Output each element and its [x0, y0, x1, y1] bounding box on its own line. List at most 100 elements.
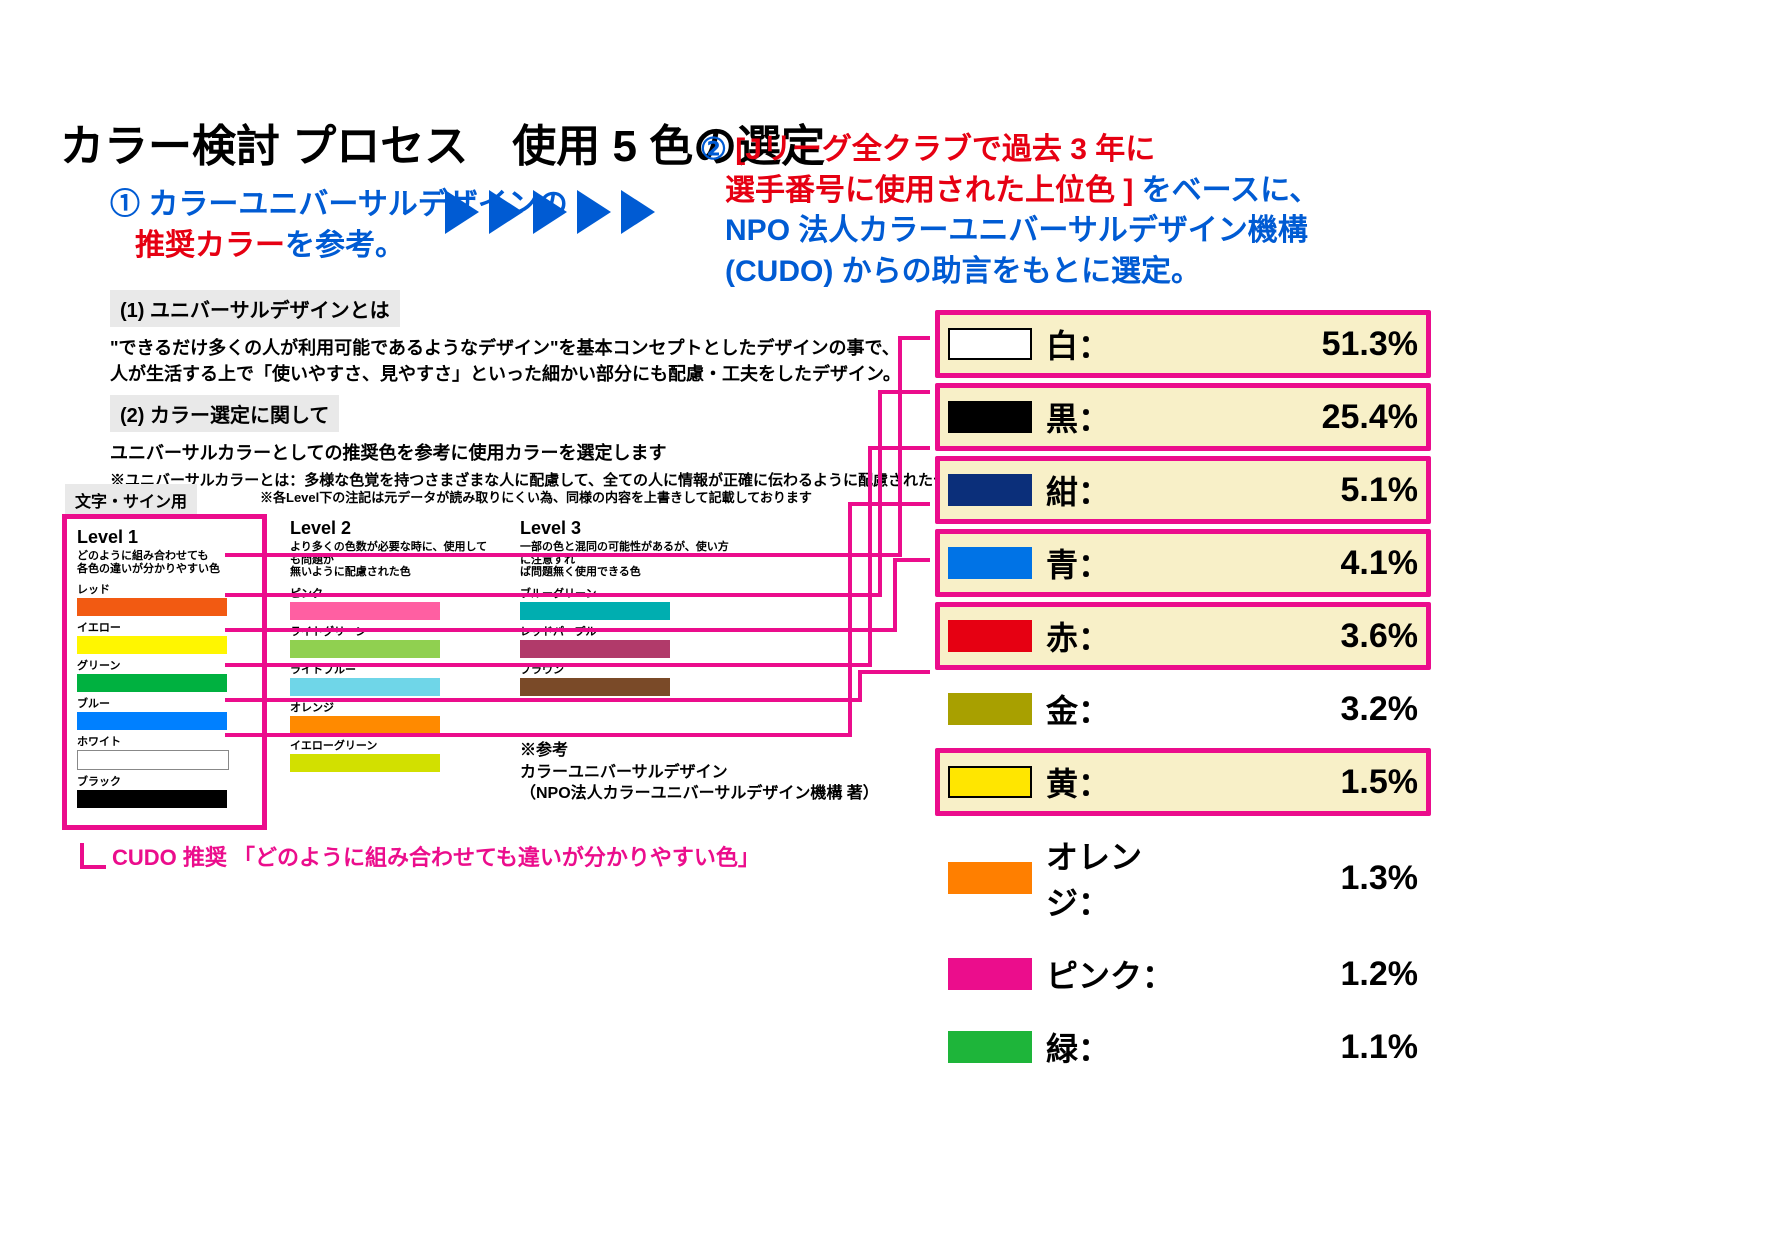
swatch-row: ホワイト	[77, 733, 252, 770]
swatch-chip	[290, 754, 440, 772]
rank-name: 緑：	[1046, 1024, 1196, 1070]
swatch-label: ホワイト	[77, 733, 252, 749]
step1-tail: を参考。	[285, 229, 405, 262]
ranking-list: 白：51.3%黒：25.4%紺：5.1%青：4.1%赤：3.6%金：3.2%黄：…	[935, 310, 1431, 1086]
swatch-label: オレンジ	[290, 699, 490, 715]
swatch-row: ピンク	[290, 585, 490, 620]
swatch-row: オレンジ	[290, 699, 490, 734]
swatch-chip	[290, 678, 440, 696]
level1-box: Level 1 どのように組み合わせても 各色の違いが分かりやすい色 レッドイエ…	[62, 514, 267, 830]
table-caption: 文字・サイン用	[65, 484, 197, 516]
swatch-label: グリーン	[77, 657, 252, 673]
sec1-body: "できるだけ多くの人が利用可能であるようなデザイン"を基本コンセプトとしたデザイ…	[110, 335, 901, 387]
step1-red: 推奨カラー	[135, 229, 285, 262]
rank-item: 赤： 3.6%	[935, 602, 1431, 670]
sec2-heading: (2) カラー選定に関して	[110, 395, 339, 432]
rank-pct: 51.3%	[1322, 325, 1418, 364]
arrow-up-icon	[80, 843, 106, 869]
rank-item: ピンク： 1.2%	[935, 940, 1431, 1008]
rank-pct: 25.4%	[1322, 398, 1418, 437]
rank-name: 黄：	[1046, 759, 1196, 805]
rank-pct: 1.5%	[1341, 763, 1419, 802]
rank-item: 金：3.2%	[935, 675, 1431, 743]
sec1-heading: (1) ユニバーサルデザインとは	[110, 290, 400, 327]
ref-l1: カラーユニバーサルデザイン	[520, 762, 879, 784]
step2-l2a: 選手番号に使用された上位色 ]	[725, 174, 1133, 207]
rank-item: オレンジ： 1.3%	[935, 821, 1431, 935]
rank-item: 青： 4.1%	[935, 529, 1431, 597]
swatch-label: ブルー	[77, 695, 252, 711]
swatch-chip	[77, 674, 227, 692]
level2-rows: ピンクライトグリーンライトブルーオレンジイエローグリーン	[290, 585, 490, 772]
rank-pct: 3.6%	[1341, 617, 1419, 656]
level1-rows: レッドイエローグリーンブルーホワイトブラック	[77, 581, 252, 808]
swatch-chip	[77, 790, 227, 808]
cudo-caption: CUDO 推奨 「どのように組み合わせても違いが分かりやすい色」	[112, 845, 760, 870]
rank-name: 青：	[1046, 540, 1196, 586]
level1-sub: どのように組み合わせても 各色の違いが分かりやすい色	[77, 550, 252, 575]
swatch-chip	[520, 678, 670, 696]
swatch-chip	[520, 640, 670, 658]
swatch-chip	[77, 636, 227, 654]
rank-pct: 4.1%	[1341, 544, 1419, 583]
swatch-row: ブラック	[77, 773, 252, 808]
rank-item: 黒：25.4%	[935, 383, 1431, 451]
table-caption-row: 文字・サイン用	[65, 484, 197, 516]
rank-chip	[948, 401, 1032, 433]
swatch-label: ライトグリーン	[290, 623, 490, 639]
level2-box: Level 2 より多くの色数が必要な時に、使用しても問題が 無いように配慮され…	[290, 518, 490, 775]
swatch-chip	[290, 602, 440, 620]
step2-l3: NPO 法人カラーユニバーサルデザイン機構	[725, 214, 1308, 247]
swatch-row: ブルーグリーン	[520, 585, 730, 620]
rank-pct: 1.2%	[1341, 955, 1419, 994]
swatch-chip	[520, 602, 670, 620]
step2-num: ②	[700, 133, 727, 166]
swatch-chip	[77, 598, 227, 616]
swatch-label: ライトブルー	[290, 661, 490, 677]
sec2-body: ユニバーサルカラーとしての推奨色を参考に使用カラーを選定します	[110, 440, 1007, 466]
swatch-chip	[290, 640, 440, 658]
ref-head: ※参考	[520, 740, 879, 762]
swatch-label: イエローグリーン	[290, 737, 490, 753]
swatch-row: ブルー	[77, 695, 252, 730]
rank-chip	[948, 1031, 1032, 1063]
arrow-strip	[445, 190, 665, 239]
rank-pct: 5.1%	[1341, 471, 1419, 510]
swatch-chip	[290, 716, 440, 734]
step1-num: ①	[110, 188, 140, 221]
rank-item: 黄： 1.5%	[935, 748, 1431, 816]
rank-name: 白：	[1046, 321, 1196, 367]
swatch-label: ブルーグリーン	[520, 585, 730, 601]
ref-l2: （NPO法人カラーユニバーサルデザイン機構 著）	[520, 783, 879, 805]
step2-l1: [Jリーグ全クラブで過去 3 年に	[727, 133, 1155, 166]
rank-chip	[948, 328, 1032, 360]
rank-name: オレンジ：	[1046, 832, 1196, 924]
rank-item: 緑： 1.1%	[935, 1013, 1431, 1081]
swatch-chip	[77, 750, 229, 770]
step2-l2b: をベースに、	[1133, 174, 1319, 207]
swatch-row: ブラウン	[520, 661, 730, 696]
rank-chip	[948, 766, 1032, 798]
sec2: (2) カラー選定に関して ユニバーサルカラーとしての推奨色を参考に使用カラーを…	[110, 395, 1007, 491]
level2-title: Level 2	[290, 518, 490, 539]
step2-block: ② [Jリーグ全クラブで過去 3 年に 選手番号に使用された上位色 ] をベース…	[700, 130, 1319, 292]
rank-chip	[948, 547, 1032, 579]
level2-sub: より多くの色数が必要な時に、使用しても問題が 無いように配慮された色	[290, 541, 490, 579]
level3-box: Level 3 一部の色と混同の可能性があるが、使い方に注意すれ ば問題無く使用…	[520, 518, 730, 699]
rank-name: 赤：	[1046, 613, 1196, 659]
swatch-row: レッド	[77, 581, 252, 616]
rank-chip	[948, 862, 1032, 894]
table-note: ※各Level下の注記は元データが読み取りにくい為、同様の内容を上書きして記載し…	[260, 490, 812, 507]
level3-rows: ブルーグリーンレッドパープルブラウン	[520, 585, 730, 696]
page-root: カラー検討 プロセス 使用 5 色の選定 ① カラーユニバーサルデザインの 推奨…	[0, 0, 1766, 1241]
swatch-label: ピンク	[290, 585, 490, 601]
swatch-label: ブラック	[77, 773, 252, 789]
reference-block: ※参考 カラーユニバーサルデザイン （NPO法人カラーユニバーサルデザイン機構 …	[520, 740, 879, 805]
swatch-label: レッドパープル	[520, 623, 730, 639]
rank-chip	[948, 620, 1032, 652]
swatch-row: グリーン	[77, 657, 252, 692]
rank-pct: 1.3%	[1341, 859, 1419, 898]
rank-item: 紺：5.1%	[935, 456, 1431, 524]
rank-pct: 1.1%	[1341, 1028, 1419, 1067]
rank-name: ピンク：	[1046, 951, 1196, 997]
